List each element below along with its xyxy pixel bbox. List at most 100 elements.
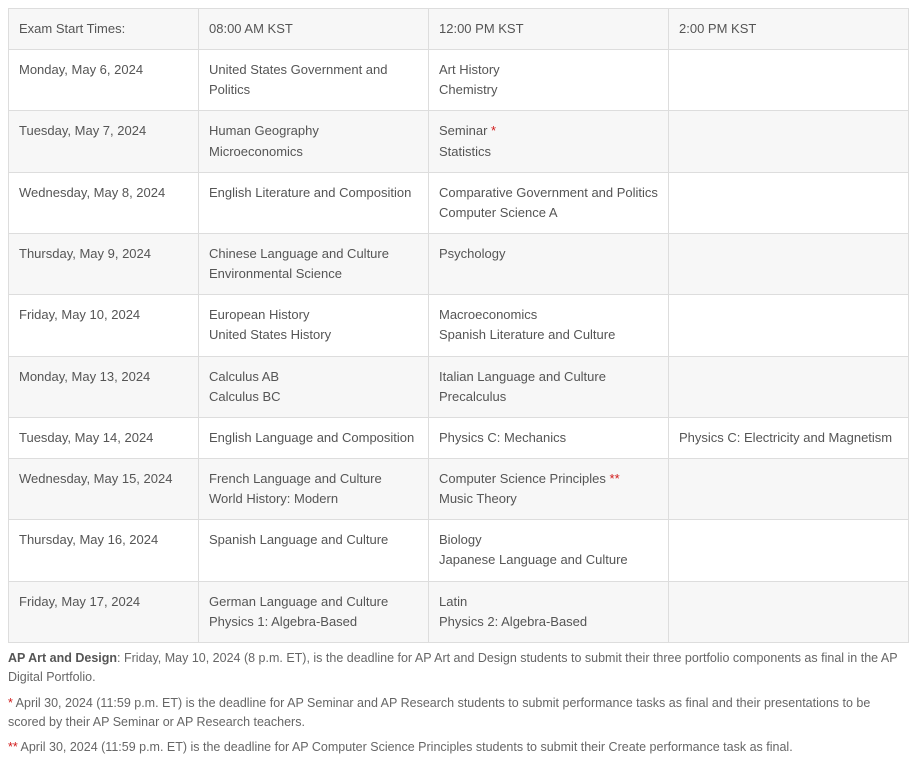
exam-entry: Macroeconomics bbox=[439, 305, 658, 325]
star-mark: ** bbox=[610, 471, 620, 486]
table-row: Tuesday, May 14, 2024 English Language an… bbox=[9, 417, 909, 458]
slot-12pm-cell: Art HistoryChemistry bbox=[429, 50, 669, 111]
star-mark: * bbox=[491, 123, 496, 138]
exam-entry: German Language and Culture bbox=[209, 592, 418, 612]
slot-8am-cell: French Language and CultureWorld History… bbox=[199, 458, 429, 519]
slot-2pm-cell bbox=[669, 172, 909, 233]
table-row: Tuesday, May 7, 2024Human GeographyMicro… bbox=[9, 111, 909, 172]
slot-2pm-cell bbox=[669, 295, 909, 356]
table-body: Exam Start Times:08:00 AM KST12:00 PM KS… bbox=[9, 9, 909, 643]
footnote-art-design: AP Art and Design: Friday, May 10, 2024 … bbox=[8, 649, 908, 688]
exam-text: Computer Science Principles bbox=[439, 471, 606, 486]
date-cell: Thursday, May 9, 2024 bbox=[9, 233, 199, 294]
slot-12pm-cell: Psychology bbox=[429, 233, 669, 294]
footnote-text: : Friday, May 10, 2024 (8 p.m. ET), is t… bbox=[8, 651, 897, 684]
exam-entry: United States History bbox=[209, 325, 418, 345]
exam-entry: Spanish Language and Culture bbox=[209, 530, 418, 550]
exam-text: Statistics bbox=[439, 144, 491, 159]
slot-2pm-cell bbox=[669, 356, 909, 417]
slot-12pm-cell: Computer Science Principles ** Music Theo… bbox=[429, 458, 669, 519]
table-row: Friday, May 10, 2024European HistoryUnit… bbox=[9, 295, 909, 356]
exam-entry: Physics 2: Algebra-Based bbox=[439, 612, 658, 632]
table-row: Wednesday, May 8, 2024 English Literature… bbox=[9, 172, 909, 233]
exam-entry: English Literature and Composition bbox=[209, 183, 418, 203]
exam-entry: Computer Science Principles ** bbox=[439, 469, 658, 489]
column-header: 08:00 AM KST bbox=[199, 9, 429, 50]
date-cell: Tuesday, May 14, 2024 bbox=[9, 417, 199, 458]
slot-8am-cell: English Language and Composition bbox=[199, 417, 429, 458]
exam-entry: Spanish Literature and Culture bbox=[439, 325, 658, 345]
footnote-star1: * April 30, 2024 (11:59 p.m. ET) is the … bbox=[8, 694, 908, 733]
table-row: Thursday, May 16, 2024 Spanish Language a… bbox=[9, 520, 909, 581]
exam-entry: Computer Science A bbox=[439, 203, 658, 223]
exam-entry: Art History bbox=[439, 60, 658, 80]
exam-entry: Environmental Science bbox=[209, 264, 418, 284]
slot-8am-cell: European HistoryUnited States History bbox=[199, 295, 429, 356]
slot-12pm-cell: Comparative Government and PoliticsCompu… bbox=[429, 172, 669, 233]
exam-entry: French Language and Culture bbox=[209, 469, 418, 489]
exam-entry: Latin bbox=[439, 592, 658, 612]
slot-2pm-cell bbox=[669, 458, 909, 519]
date-cell: Monday, May 6, 2024 bbox=[9, 50, 199, 111]
exam-entry: Microeconomics bbox=[209, 142, 418, 162]
date-cell: Friday, May 10, 2024 bbox=[9, 295, 199, 356]
column-header: 2:00 PM KST bbox=[669, 9, 909, 50]
exam-entry: Biology bbox=[439, 530, 658, 550]
slot-12pm-cell: MacroeconomicsSpanish Literature and Cul… bbox=[429, 295, 669, 356]
slot-2pm-cell bbox=[669, 111, 909, 172]
slot-8am-cell: German Language and CulturePhysics 1: Al… bbox=[199, 581, 429, 642]
table-row: Friday, May 17, 2024German Language and … bbox=[9, 581, 909, 642]
slot-12pm-cell: Physics C: Mechanics bbox=[429, 417, 669, 458]
date-cell: Wednesday, May 8, 2024 bbox=[9, 172, 199, 233]
date-cell: Wednesday, May 15, 2024 bbox=[9, 458, 199, 519]
table-row: Thursday, May 9, 2024Chinese Language an… bbox=[9, 233, 909, 294]
slot-12pm-cell: BiologyJapanese Language and Culture bbox=[429, 520, 669, 581]
exam-entry: Seminar * bbox=[439, 121, 658, 141]
date-cell: Thursday, May 16, 2024 bbox=[9, 520, 199, 581]
slot-2pm-cell: Physics C: Electricity and Magnetism bbox=[669, 417, 909, 458]
exam-entry: Physics C: Mechanics bbox=[439, 428, 658, 448]
slot-8am-cell: Human GeographyMicroeconomics bbox=[199, 111, 429, 172]
date-cell: Monday, May 13, 2024 bbox=[9, 356, 199, 417]
slot-8am-cell: United States Government and Politics bbox=[199, 50, 429, 111]
table-row: Wednesday, May 15, 2024French Language a… bbox=[9, 458, 909, 519]
exam-entry: Japanese Language and Culture bbox=[439, 550, 658, 570]
exam-entry: European History bbox=[209, 305, 418, 325]
slot-8am-cell: Calculus ABCalculus BC bbox=[199, 356, 429, 417]
slot-2pm-cell bbox=[669, 50, 909, 111]
footnote-text: April 30, 2024 (11:59 p.m. ET) is the de… bbox=[18, 740, 793, 754]
slot-8am-cell: Spanish Language and Culture bbox=[199, 520, 429, 581]
exam-entry: Comparative Government and Politics bbox=[439, 183, 658, 203]
column-header: Exam Start Times: bbox=[9, 9, 199, 50]
footnote-star2: ** April 30, 2024 (11:59 p.m. ET) is the… bbox=[8, 738, 908, 757]
exam-entry: United States Government and Politics bbox=[209, 60, 418, 100]
exam-entry: English Language and Composition bbox=[209, 428, 418, 448]
exam-entry: Statistics bbox=[439, 142, 658, 162]
exam-entry: Human Geography bbox=[209, 121, 418, 141]
exam-entry: Chemistry bbox=[439, 80, 658, 100]
exam-entry: Chinese Language and Culture bbox=[209, 244, 418, 264]
exam-schedule-table: Exam Start Times:08:00 AM KST12:00 PM KS… bbox=[8, 8, 909, 643]
star-mark: ** bbox=[8, 740, 18, 754]
footnote-text: April 30, 2024 (11:59 p.m. ET) is the de… bbox=[8, 696, 870, 729]
slot-8am-cell: English Literature and Composition bbox=[199, 172, 429, 233]
exam-entry: Calculus BC bbox=[209, 387, 418, 407]
exam-text: Music Theory bbox=[439, 491, 517, 506]
table-row: Monday, May 6, 2024United States Governm… bbox=[9, 50, 909, 111]
column-header: 12:00 PM KST bbox=[429, 9, 669, 50]
exam-text: Seminar bbox=[439, 123, 487, 138]
exam-entry: World History: Modern bbox=[209, 489, 418, 509]
slot-2pm-cell bbox=[669, 520, 909, 581]
exam-entry: Precalculus bbox=[439, 387, 658, 407]
slot-8am-cell: Chinese Language and CultureEnvironmenta… bbox=[199, 233, 429, 294]
date-cell: Friday, May 17, 2024 bbox=[9, 581, 199, 642]
exam-entry: Music Theory bbox=[439, 489, 658, 509]
slot-12pm-cell: Seminar *Statistics bbox=[429, 111, 669, 172]
table-row: Monday, May 13, 2024Calculus ABCalculus … bbox=[9, 356, 909, 417]
exam-entry: Psychology bbox=[439, 244, 658, 264]
slot-12pm-cell: LatinPhysics 2: Algebra-Based bbox=[429, 581, 669, 642]
table-header-row: Exam Start Times:08:00 AM KST12:00 PM KS… bbox=[9, 9, 909, 50]
footnote-label: AP Art and Design bbox=[8, 651, 117, 665]
slot-2pm-cell bbox=[669, 233, 909, 294]
footnotes: AP Art and Design: Friday, May 10, 2024 … bbox=[8, 649, 908, 758]
